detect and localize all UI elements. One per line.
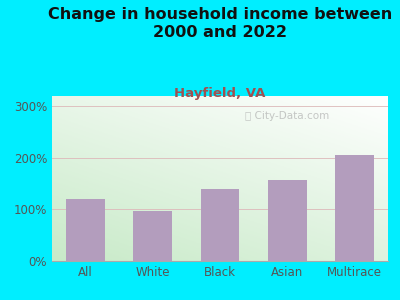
Bar	[200, 189, 240, 261]
Bar	[66, 199, 105, 261]
Text: ⓘ City-Data.com: ⓘ City-Data.com	[245, 111, 329, 121]
Text: Change in household income between
2000 and 2022: Change in household income between 2000 …	[48, 8, 392, 40]
Bar	[268, 179, 307, 261]
Bar	[335, 155, 374, 261]
Bar	[133, 211, 172, 261]
Text: Hayfield, VA: Hayfield, VA	[174, 87, 266, 100]
